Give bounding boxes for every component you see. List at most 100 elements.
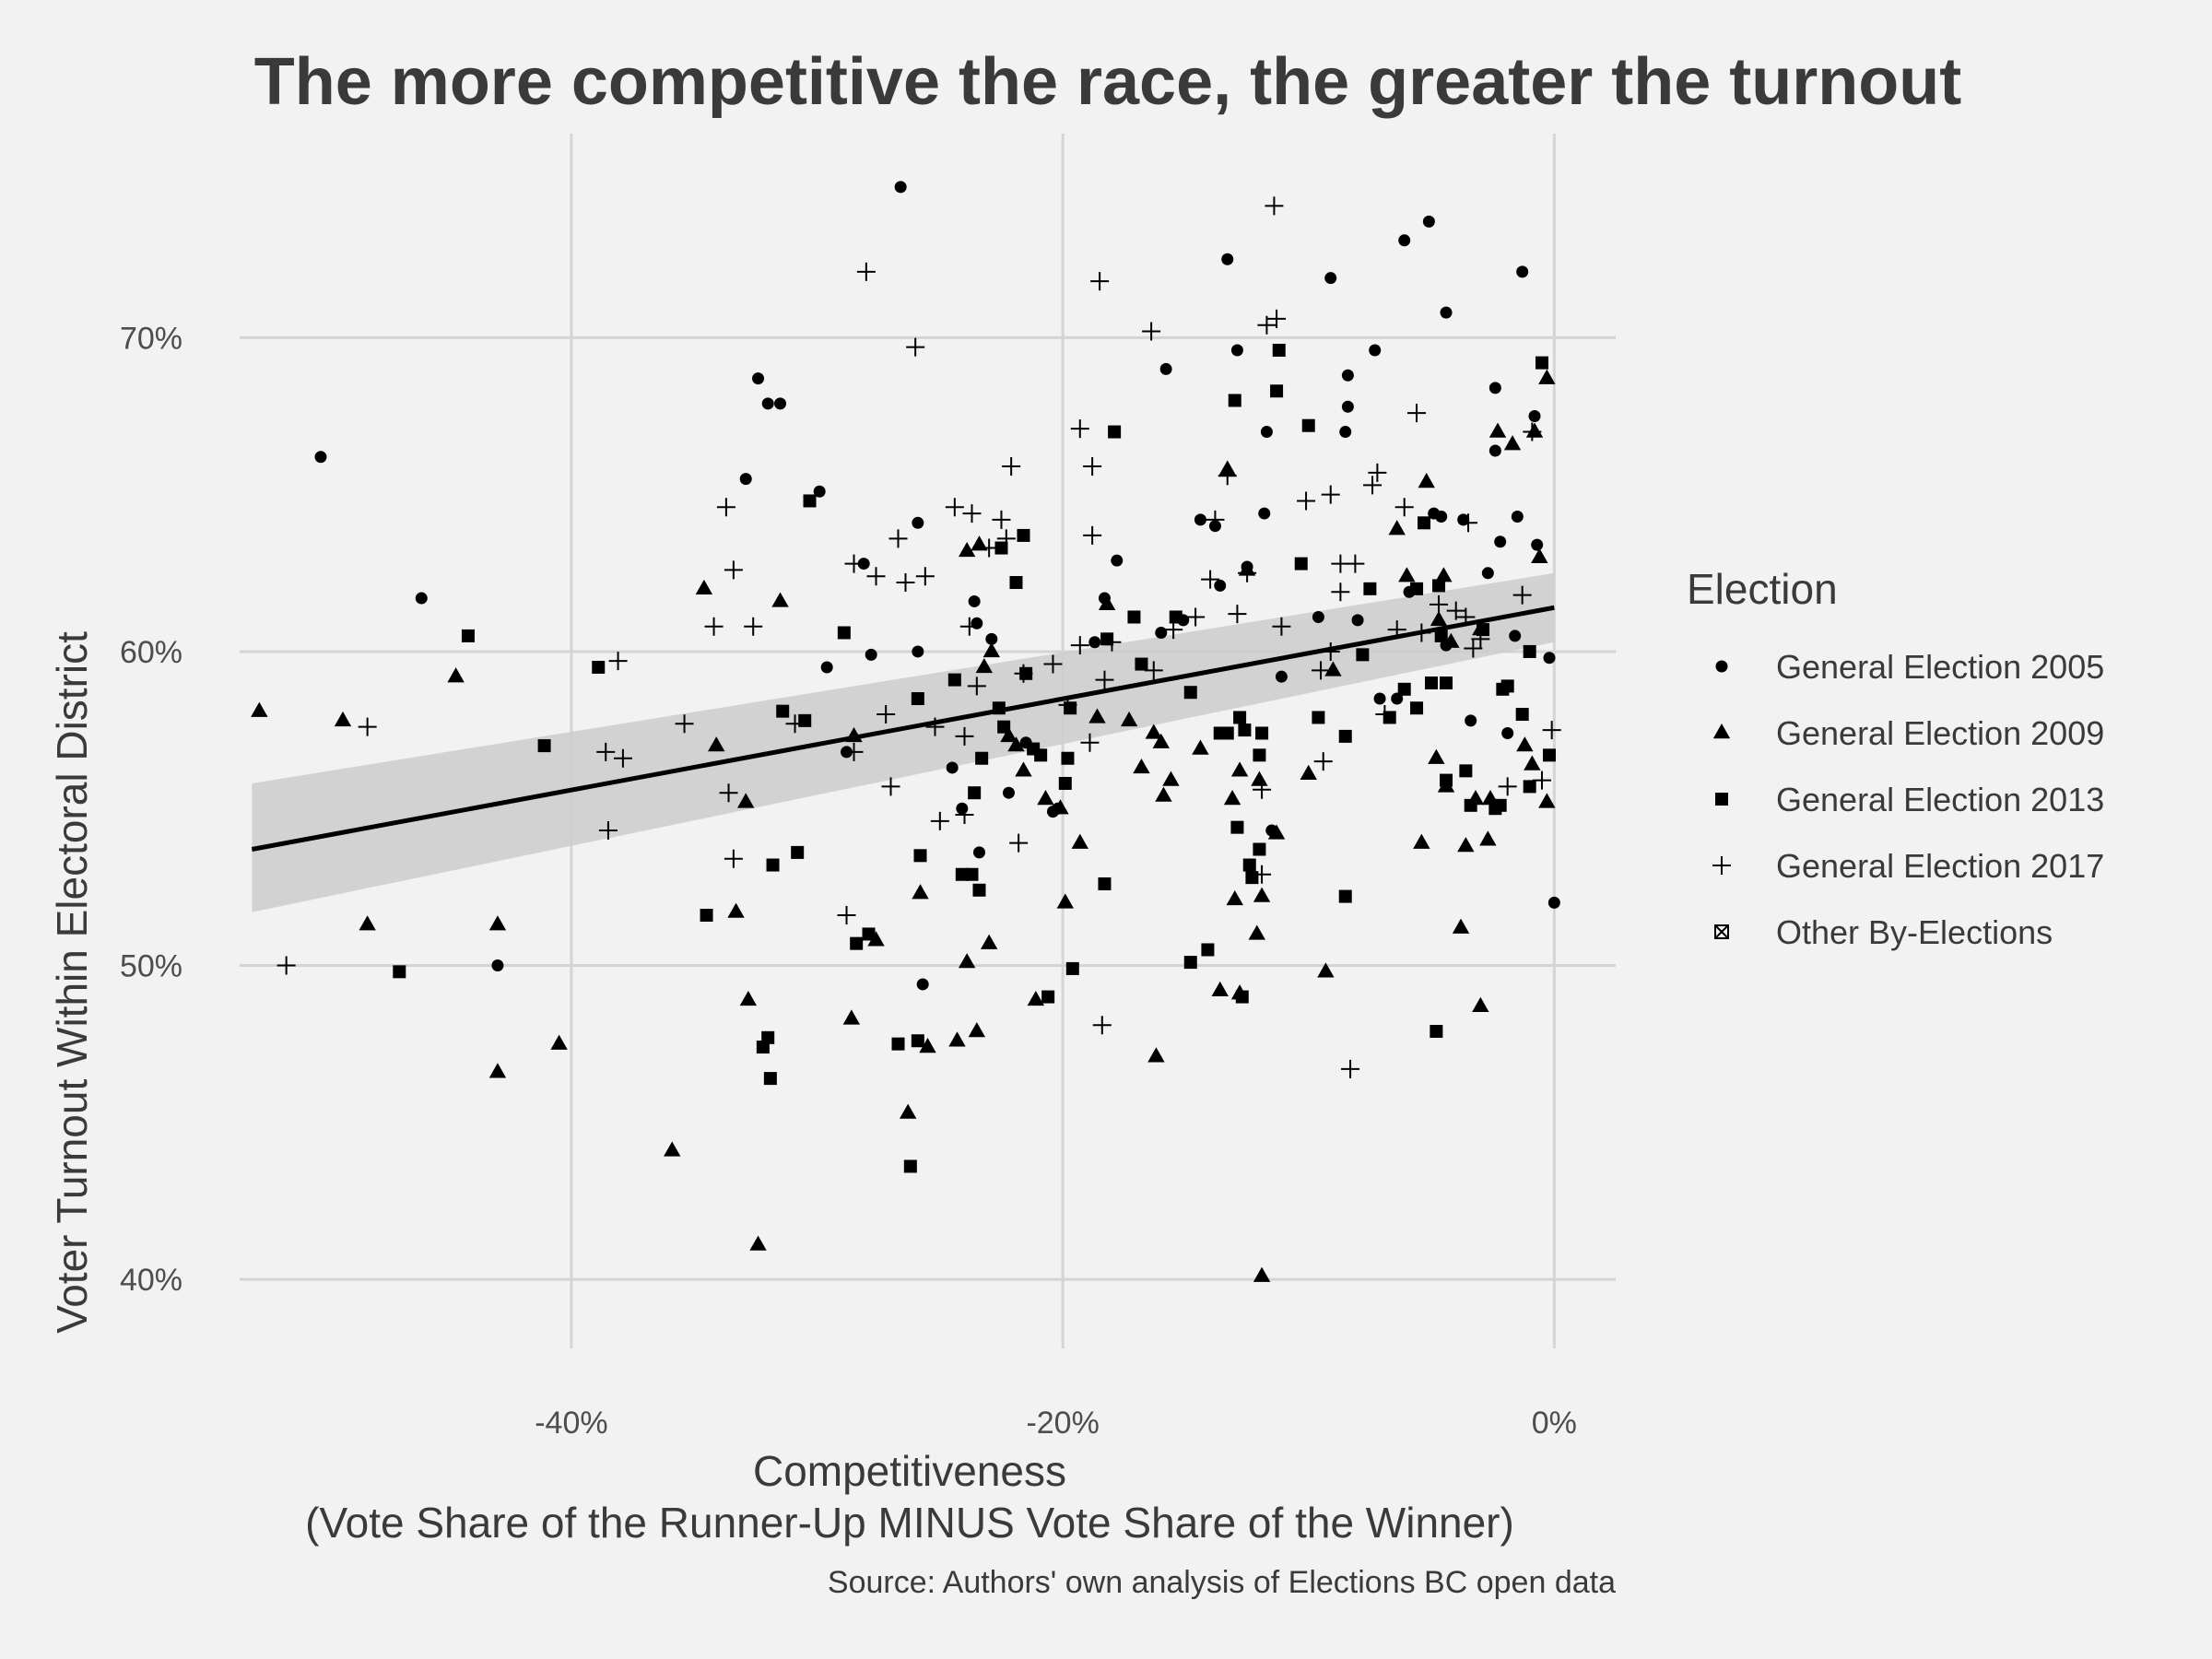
data-point-square bbox=[968, 786, 982, 800]
data-point-plus bbox=[613, 748, 632, 768]
data-point-plus bbox=[906, 337, 925, 357]
data-point-square bbox=[850, 936, 864, 950]
data-point-circle bbox=[1488, 382, 1501, 394]
data-point-plus bbox=[1267, 309, 1287, 328]
data-point-triangle bbox=[359, 915, 376, 931]
data-point-circle bbox=[1230, 344, 1243, 357]
data-point-square bbox=[766, 858, 780, 872]
data-point-triangle bbox=[488, 1063, 507, 1078]
data-point-circle bbox=[1260, 426, 1273, 439]
data-point-square bbox=[1523, 780, 1536, 794]
data-point-square bbox=[1500, 679, 1514, 693]
data-point-square bbox=[393, 965, 406, 979]
data-point-square bbox=[1294, 557, 1308, 571]
data-point-square bbox=[837, 626, 851, 640]
data-point-plus bbox=[1142, 322, 1161, 341]
legend-key-circle bbox=[1715, 660, 1728, 673]
data-point-triangle bbox=[1253, 1266, 1271, 1282]
data-point-plus bbox=[837, 906, 856, 925]
data-point-plus bbox=[1446, 601, 1465, 620]
data-point-plus bbox=[896, 573, 915, 593]
data-point-square bbox=[1098, 877, 1112, 890]
data-point-circle bbox=[1501, 726, 1514, 739]
data-point-circle bbox=[1516, 265, 1529, 278]
y-tick-label: 70% bbox=[120, 321, 182, 356]
data-point-plus bbox=[1080, 733, 1100, 752]
legend-key-square bbox=[1715, 793, 1728, 806]
data-point-plus bbox=[1083, 525, 1102, 545]
data-point-triangle bbox=[1457, 837, 1475, 853]
data-point-circle bbox=[956, 802, 969, 815]
data-point-circle bbox=[761, 397, 774, 410]
data-point-plus bbox=[675, 714, 694, 734]
data-point-triangle bbox=[739, 990, 758, 1006]
data-point-plus bbox=[844, 554, 864, 573]
data-point-square bbox=[1543, 748, 1557, 762]
data-point-square bbox=[903, 1159, 917, 1173]
data-point-plus bbox=[930, 811, 949, 830]
data-point-plus bbox=[1512, 585, 1532, 605]
data-point-square bbox=[1432, 579, 1446, 593]
x-axis-title-line1: Competitiveness bbox=[753, 1447, 1066, 1495]
data-point-square bbox=[1535, 356, 1549, 370]
data-point-square bbox=[1242, 858, 1256, 872]
data-point-circle bbox=[1481, 567, 1494, 580]
data-point-plus bbox=[1341, 1059, 1360, 1078]
data-point-square bbox=[947, 673, 961, 687]
data-point-plus bbox=[1253, 865, 1272, 884]
data-point-square bbox=[1183, 686, 1197, 700]
caption-source: Source: Authors' own analysis of Electio… bbox=[828, 1565, 1616, 1600]
data-point-triangle bbox=[1211, 981, 1229, 996]
y-tick-label: 60% bbox=[120, 635, 182, 670]
data-point-plus bbox=[1253, 780, 1272, 799]
data-point-circle bbox=[1547, 896, 1560, 909]
data-point-circle bbox=[857, 558, 870, 571]
data-point-circle bbox=[1002, 786, 1015, 799]
data-point-triangle bbox=[1027, 990, 1045, 1006]
data-point-plus bbox=[1331, 582, 1350, 602]
data-point-circle bbox=[491, 959, 504, 972]
data-point-square bbox=[913, 849, 927, 863]
data-point-triangle bbox=[251, 701, 268, 717]
data-point-triangle bbox=[1479, 830, 1497, 846]
data-point-plus bbox=[596, 742, 616, 761]
data-point-triangle bbox=[1442, 632, 1460, 648]
y-tick-label: 50% bbox=[120, 949, 182, 984]
data-point-circle bbox=[1275, 670, 1288, 683]
data-point-circle bbox=[1440, 306, 1453, 319]
data-point-square bbox=[776, 704, 790, 718]
data-point-square bbox=[1065, 961, 1079, 975]
data-point-circle bbox=[739, 473, 752, 486]
data-point-triangle bbox=[1147, 1047, 1165, 1063]
data-point-square bbox=[1009, 576, 1023, 590]
x-tick-label: -40% bbox=[535, 1406, 607, 1441]
data-point-circle bbox=[1528, 410, 1541, 423]
legend-label: General Election 2005 bbox=[1776, 648, 2104, 686]
data-point-triangle bbox=[1133, 758, 1150, 774]
data-point-plus bbox=[716, 498, 735, 517]
y-axis-tick-labels: 40% 50% 60% 70% bbox=[120, 321, 182, 1298]
legend-label: General Election 2013 bbox=[1776, 781, 2104, 818]
data-point-circle bbox=[415, 592, 428, 605]
data-point-circle bbox=[752, 372, 765, 385]
data-point-square bbox=[1253, 842, 1266, 856]
data-point-triangle bbox=[1015, 761, 1032, 777]
data-point-triangle bbox=[1430, 610, 1448, 627]
data-point-circle bbox=[971, 617, 983, 629]
data-point-plus bbox=[1464, 639, 1483, 658]
data-point-circle bbox=[1488, 444, 1501, 457]
data-point-plus bbox=[358, 717, 377, 736]
data-point-square bbox=[1061, 751, 1075, 765]
data-point-square bbox=[1440, 676, 1453, 689]
data-point-circle bbox=[968, 594, 981, 607]
data-point-square bbox=[461, 629, 475, 642]
data-point-circle bbox=[865, 648, 877, 661]
data-point-circle bbox=[916, 978, 929, 991]
data-point-square bbox=[994, 541, 1008, 555]
data-point-plus bbox=[1102, 632, 1122, 652]
data-point-triangle bbox=[919, 1038, 936, 1053]
data-point-plus bbox=[1375, 705, 1394, 724]
data-point-circle bbox=[985, 632, 998, 645]
data-point-triangle bbox=[1503, 435, 1522, 451]
data-point-plus bbox=[1368, 463, 1387, 482]
